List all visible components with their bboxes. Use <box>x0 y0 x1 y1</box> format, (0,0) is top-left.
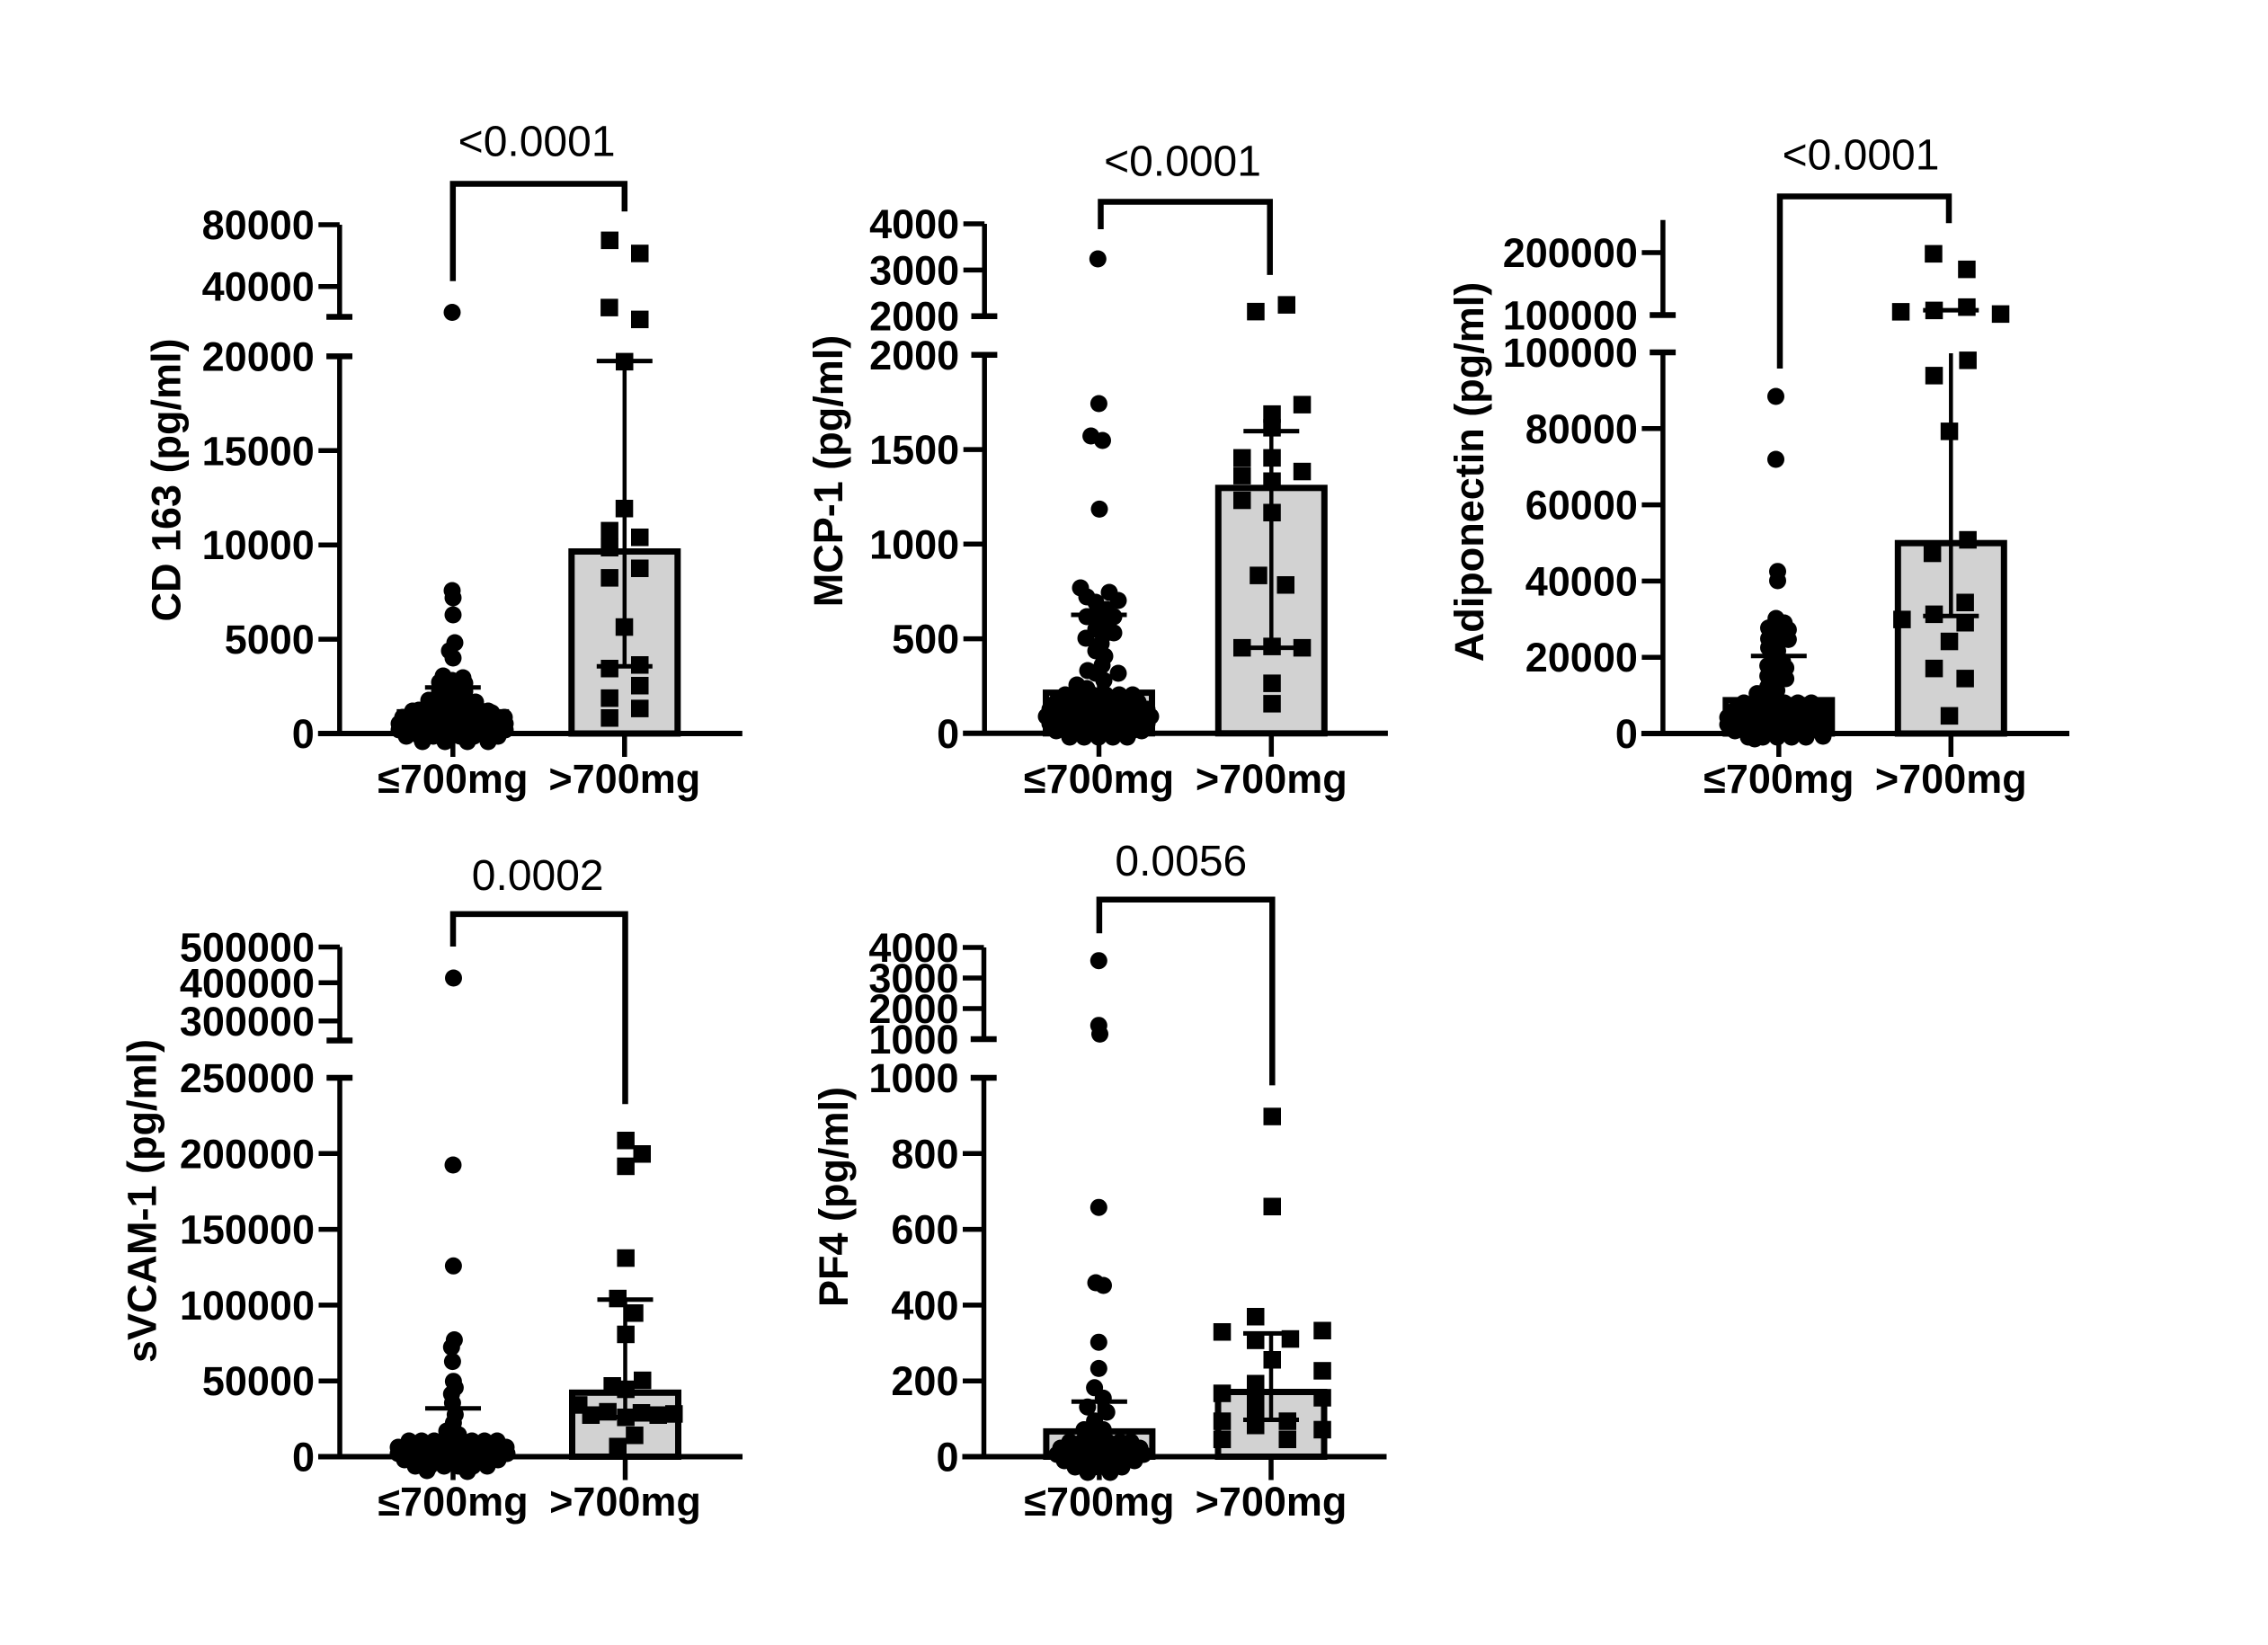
svg-text:40000: 40000 <box>202 264 315 310</box>
svg-text:0: 0 <box>292 711 315 757</box>
svg-text:>700mg: >700mg <box>549 1479 701 1525</box>
svg-text:200: 200 <box>891 1358 958 1404</box>
svg-text:2000: 2000 <box>868 986 958 1032</box>
svg-text:>700mg: >700mg <box>1196 1479 1347 1525</box>
svg-text:≤700mg: ≤700mg <box>378 756 528 802</box>
svg-text:100000: 100000 <box>1503 330 1638 376</box>
svg-text:5000: 5000 <box>225 617 315 662</box>
svg-text:sVCAM-1 (pg/ml): sVCAM-1 (pg/ml) <box>119 1039 165 1363</box>
svg-text:100000: 100000 <box>1503 293 1638 339</box>
svg-text:>700mg: >700mg <box>1875 756 2027 802</box>
svg-text:1000: 1000 <box>868 1017 958 1063</box>
svg-text:1000: 1000 <box>868 1055 958 1101</box>
svg-text:2000: 2000 <box>869 333 959 378</box>
svg-text:>700mg: >700mg <box>1196 756 1347 802</box>
svg-text:0: 0 <box>936 1435 958 1480</box>
svg-text:1000: 1000 <box>869 521 959 567</box>
svg-text:400: 400 <box>891 1283 958 1329</box>
svg-text:500000: 500000 <box>180 925 315 971</box>
svg-text:80000: 80000 <box>1525 406 1638 452</box>
svg-text:200000: 200000 <box>180 1131 315 1177</box>
svg-text:400000: 400000 <box>180 960 315 1006</box>
svg-text:<0.0001: <0.0001 <box>1104 138 1261 186</box>
svg-text:200000: 200000 <box>1503 230 1638 276</box>
svg-text:20000: 20000 <box>202 333 315 379</box>
svg-text:500: 500 <box>892 617 959 662</box>
svg-text:0: 0 <box>292 1435 315 1480</box>
svg-text:≤700mg: ≤700mg <box>1703 756 1854 802</box>
svg-text:<0.0001: <0.0001 <box>1783 132 1940 180</box>
svg-text:1500: 1500 <box>869 427 959 473</box>
svg-text:≤700mg: ≤700mg <box>1024 756 1174 802</box>
svg-text:600: 600 <box>891 1207 958 1253</box>
svg-text:≤700mg: ≤700mg <box>1024 1479 1174 1525</box>
svg-text:2000: 2000 <box>869 294 959 340</box>
svg-text:15000: 15000 <box>202 428 315 474</box>
svg-text:0.0002: 0.0002 <box>472 852 604 900</box>
svg-text:80000: 80000 <box>202 202 315 248</box>
svg-text:CD 163 (pg/ml): CD 163 (pg/ml) <box>144 338 190 621</box>
svg-text:0: 0 <box>1615 711 1638 757</box>
svg-text:Adiponectin (pg/ml): Adiponectin (pg/ml) <box>1446 282 1492 662</box>
svg-text:3000: 3000 <box>869 247 959 293</box>
svg-text:3000: 3000 <box>868 956 958 1001</box>
svg-text:≤700mg: ≤700mg <box>378 1479 528 1525</box>
svg-text:20000: 20000 <box>1525 635 1638 680</box>
svg-text:<0.0001: <0.0001 <box>458 119 616 166</box>
svg-text:4000: 4000 <box>869 201 959 247</box>
svg-text:250000: 250000 <box>180 1055 315 1101</box>
svg-text:4000: 4000 <box>868 925 958 971</box>
svg-text:50000: 50000 <box>202 1358 315 1404</box>
svg-text:300000: 300000 <box>180 999 315 1045</box>
svg-text:10000: 10000 <box>202 522 315 568</box>
svg-text:0: 0 <box>937 711 959 757</box>
svg-text:MCP-1 (pg/ml): MCP-1 (pg/ml) <box>805 335 851 607</box>
svg-text:0.0056: 0.0056 <box>1115 838 1247 885</box>
svg-text:40000: 40000 <box>1525 558 1638 604</box>
svg-text:60000: 60000 <box>1525 483 1638 529</box>
svg-text:800: 800 <box>891 1131 958 1177</box>
svg-text:100000: 100000 <box>180 1283 315 1329</box>
svg-text:PF4 (pg/ml): PF4 (pg/ml) <box>811 1087 857 1307</box>
svg-text:150000: 150000 <box>180 1207 315 1253</box>
svg-text:>700mg: >700mg <box>548 756 700 802</box>
